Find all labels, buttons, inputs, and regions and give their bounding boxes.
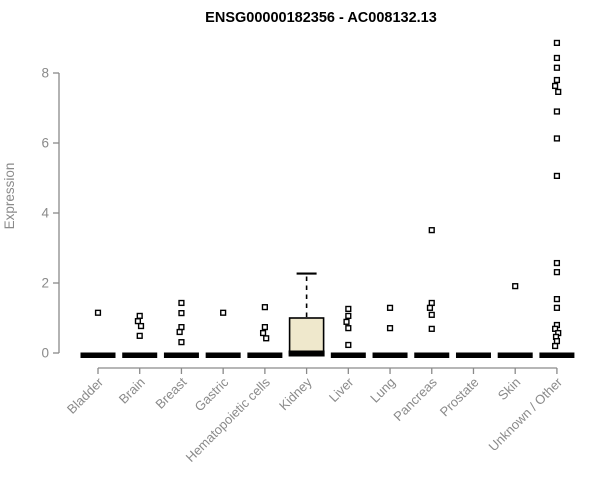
outlier-point-unknown-other bbox=[553, 108, 561, 115]
median-bar-brain bbox=[122, 352, 158, 358]
x-tick-label-gastric: Gastric bbox=[192, 374, 232, 414]
x-tick-label-lung: Lung bbox=[367, 375, 398, 406]
outlier-point-lung bbox=[386, 304, 394, 311]
y-tick-label: 6 bbox=[41, 136, 49, 151]
outlier-point-gastric bbox=[220, 309, 227, 316]
outlier-point-liver bbox=[345, 312, 352, 320]
y-tick-label: 4 bbox=[41, 206, 49, 221]
outlier-point-bladder bbox=[94, 309, 102, 316]
median-bar-unknown-other bbox=[539, 352, 575, 358]
outlier-point-breast bbox=[178, 299, 185, 307]
outlier-point-hematopoietic-cells bbox=[259, 329, 267, 337]
outlier-point-unknown-other bbox=[552, 82, 559, 90]
outlier-point-breast bbox=[178, 339, 185, 346]
outlier-point-liver bbox=[345, 325, 352, 332]
outlier-point-brain bbox=[136, 312, 143, 320]
outlier-point-unknown-other bbox=[553, 259, 561, 267]
box-kidney bbox=[288, 317, 325, 354]
outlier-point-unknown-other bbox=[553, 39, 561, 47]
x-tick-label-skin: Skin bbox=[495, 375, 523, 403]
outlier-point-unknown-other bbox=[553, 269, 561, 276]
outlier-point-unknown-other bbox=[553, 296, 561, 303]
x-tick-label-breast: Breast bbox=[152, 374, 189, 411]
y-tick-label: 0 bbox=[41, 346, 49, 361]
median-bar-liver bbox=[330, 352, 366, 358]
y-axis-label: Expression bbox=[2, 163, 17, 230]
outlier-point-brain bbox=[137, 322, 145, 330]
outlier-point-brain bbox=[134, 318, 142, 325]
outlier-point-unknown-other bbox=[553, 172, 561, 180]
outlier-point-pancreas bbox=[426, 304, 434, 311]
median-bar-breast bbox=[163, 352, 199, 358]
outlier-point-unknown-other bbox=[552, 325, 559, 332]
outlier-point-unknown-other bbox=[553, 135, 561, 142]
outlier-point-brain bbox=[136, 332, 143, 339]
outlier-point-breast bbox=[176, 328, 183, 336]
outlier-point-pancreas bbox=[428, 325, 435, 332]
median-bar-kidney bbox=[288, 350, 325, 357]
y-tick-label: 2 bbox=[41, 276, 49, 291]
outlier-point-pancreas bbox=[428, 311, 435, 318]
x-tick-label-brain: Brain bbox=[116, 375, 148, 407]
median-bar-prostate bbox=[455, 352, 491, 358]
x-tick-label-liver: Liver bbox=[326, 374, 357, 405]
x-tick-label-prostate: Prostate bbox=[437, 375, 482, 420]
outlier-point-unknown-other bbox=[552, 342, 559, 350]
outlier-point-liver bbox=[345, 341, 352, 349]
outlier-point-liver bbox=[343, 318, 350, 325]
outlier-point-unknown-other bbox=[553, 338, 561, 345]
y-tick-label: 8 bbox=[41, 66, 49, 81]
outlier-point-hematopoietic-cells bbox=[261, 304, 268, 311]
outlier-point-unknown-other bbox=[553, 64, 561, 71]
median-bar-gastric bbox=[205, 352, 241, 358]
x-tick-label-kidney: Kidney bbox=[276, 374, 315, 413]
outlier-point-breast bbox=[178, 324, 185, 331]
outlier-point-lung bbox=[386, 325, 394, 332]
outlier-point-hematopoietic-cells bbox=[263, 335, 270, 342]
x-tick-label-bladder: Bladder bbox=[64, 374, 107, 417]
x-tick-label-pancreas: Pancreas bbox=[390, 374, 440, 424]
x-tick-label-unknown-other: Unknown / Other bbox=[485, 374, 565, 454]
median-bar-pancreas bbox=[414, 352, 450, 358]
chart-title: ENSG00000182356 - AC008132.13 bbox=[205, 10, 437, 26]
outlier-point-unknown-other bbox=[553, 54, 561, 62]
outlier-point-unknown-other bbox=[555, 88, 562, 96]
outlier-point-liver bbox=[345, 305, 352, 313]
median-bar-hematopoietic-cells bbox=[247, 352, 283, 358]
median-bar-bladder bbox=[80, 352, 116, 358]
outlier-point-pancreas bbox=[428, 227, 435, 234]
outlier-point-unknown-other bbox=[553, 76, 561, 84]
outlier-point-pancreas bbox=[428, 299, 435, 307]
outlier-point-breast bbox=[178, 310, 185, 317]
median-bar-lung bbox=[372, 352, 408, 358]
outlier-point-skin bbox=[512, 283, 519, 290]
outlier-point-unknown-other bbox=[553, 304, 561, 311]
outlier-point-hematopoietic-cells bbox=[261, 324, 268, 331]
median-bar-skin bbox=[497, 352, 533, 358]
